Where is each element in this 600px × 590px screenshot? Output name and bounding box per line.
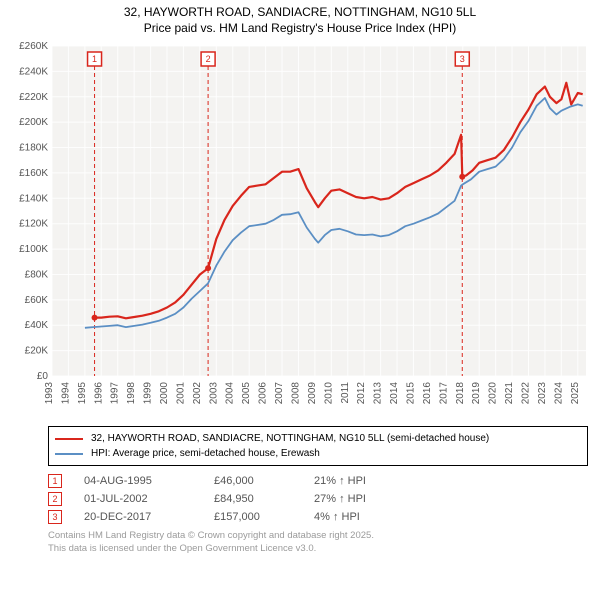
chart-svg: £0 £20K £40K £60K £80K £100K £120K £140K £160K £1… <box>8 40 592 420</box>
svg-text:£80K: £80K <box>25 270 49 281</box>
svg-text:1998: 1998 <box>126 382 137 405</box>
svg-text:£140K: £140K <box>19 194 48 205</box>
legend-item: HPI: Average price, semi-detached house,… <box>55 446 581 461</box>
svg-text:1997: 1997 <box>110 382 121 405</box>
svg-text:1993: 1993 <box>44 382 55 405</box>
svg-text:£200K: £200K <box>19 118 48 129</box>
svg-text:2019: 2019 <box>471 382 482 405</box>
svg-text:2010: 2010 <box>323 382 334 405</box>
svg-text:£220K: £220K <box>19 92 48 103</box>
svg-text:£240K: £240K <box>19 67 48 78</box>
sale-price: £84,950 <box>214 493 314 505</box>
svg-text:2003: 2003 <box>208 382 219 405</box>
svg-text:2008: 2008 <box>290 382 301 405</box>
svg-text:2002: 2002 <box>192 382 203 405</box>
legend: 32, HAYWORTH ROAD, SANDIACRE, NOTTINGHAM… <box>48 426 588 466</box>
sale-date: 20-DEC-2017 <box>84 511 214 523</box>
legend-label: 32, HAYWORTH ROAD, SANDIACRE, NOTTINGHAM… <box>91 431 489 446</box>
title-line-2: Price paid vs. HM Land Registry's House … <box>8 20 592 36</box>
svg-text:2014: 2014 <box>389 382 400 405</box>
sale-marker-icon: 1 <box>48 474 62 488</box>
svg-text:2025: 2025 <box>570 382 581 405</box>
svg-text:£60K: £60K <box>25 295 49 306</box>
sales-table: 1 04-AUG-1995 £46,000 21% ↑ HPI 2 01-JUL… <box>48 472 588 526</box>
sale-diff: 21% ↑ HPI <box>314 475 366 487</box>
svg-text:2011: 2011 <box>340 382 351 404</box>
svg-text:2013: 2013 <box>373 382 384 405</box>
svg-text:3: 3 <box>460 54 465 64</box>
sale-marker-icon: 3 <box>48 510 62 524</box>
attribution: Contains HM Land Registry data © Crown c… <box>48 530 588 555</box>
svg-text:2021: 2021 <box>504 382 515 405</box>
svg-text:1994: 1994 <box>60 382 71 405</box>
svg-text:2000: 2000 <box>159 382 170 405</box>
svg-text:2004: 2004 <box>225 382 236 405</box>
sale-date: 04-AUG-1995 <box>84 475 214 487</box>
sale-price: £46,000 <box>214 475 314 487</box>
svg-text:£180K: £180K <box>19 143 48 154</box>
svg-text:2005: 2005 <box>241 382 252 405</box>
svg-text:2020: 2020 <box>488 382 499 405</box>
sale-diff: 27% ↑ HPI <box>314 493 366 505</box>
sale-row: 1 04-AUG-1995 £46,000 21% ↑ HPI <box>48 472 588 490</box>
sale-row: 2 01-JUL-2002 £84,950 27% ↑ HPI <box>48 490 588 508</box>
svg-text:2007: 2007 <box>274 382 285 405</box>
attribution-line: This data is licensed under the Open Gov… <box>48 543 588 555</box>
legend-label: HPI: Average price, semi-detached house,… <box>91 446 320 461</box>
svg-text:2009: 2009 <box>307 382 318 405</box>
svg-text:2018: 2018 <box>455 382 466 405</box>
legend-item: 32, HAYWORTH ROAD, SANDIACRE, NOTTINGHAM… <box>55 431 581 446</box>
svg-text:2017: 2017 <box>438 382 449 405</box>
svg-text:2: 2 <box>206 54 211 64</box>
svg-text:1: 1 <box>92 54 97 64</box>
legend-swatch <box>55 453 83 455</box>
svg-text:1995: 1995 <box>77 382 88 405</box>
svg-text:2022: 2022 <box>520 382 531 405</box>
legend-swatch <box>55 438 83 440</box>
svg-text:£120K: £120K <box>19 219 48 230</box>
svg-text:2012: 2012 <box>356 382 367 405</box>
sale-date: 01-JUL-2002 <box>84 493 214 505</box>
svg-text:2001: 2001 <box>175 382 186 405</box>
svg-text:£20K: £20K <box>25 346 49 357</box>
svg-text:2006: 2006 <box>258 382 269 405</box>
sale-diff: 4% ↑ HPI <box>314 511 360 523</box>
svg-text:2024: 2024 <box>553 382 564 405</box>
sale-marker-icon: 2 <box>48 492 62 506</box>
chart-container: { "title": { "line1": "32, HAYWORTH ROAD… <box>0 0 600 561</box>
sale-row: 3 20-DEC-2017 £157,000 4% ↑ HPI <box>48 508 588 526</box>
title-line-1: 32, HAYWORTH ROAD, SANDIACRE, NOTTINGHAM… <box>8 4 592 20</box>
svg-text:£40K: £40K <box>25 321 49 332</box>
svg-text:£260K: £260K <box>19 41 48 52</box>
line-chart: £0 £20K £40K £60K £80K £100K £120K £140K £160K £1… <box>8 40 592 420</box>
sale-price: £157,000 <box>214 511 314 523</box>
svg-text:2015: 2015 <box>405 382 416 405</box>
svg-text:£100K: £100K <box>19 244 48 255</box>
svg-text:1999: 1999 <box>143 382 154 405</box>
chart-title: 32, HAYWORTH ROAD, SANDIACRE, NOTTINGHAM… <box>8 4 592 36</box>
svg-text:£160K: £160K <box>19 168 48 179</box>
attribution-line: Contains HM Land Registry data © Crown c… <box>48 530 588 542</box>
svg-text:£0: £0 <box>37 371 49 382</box>
svg-text:2023: 2023 <box>537 382 548 405</box>
svg-text:2016: 2016 <box>422 382 433 405</box>
svg-text:1996: 1996 <box>93 382 104 405</box>
